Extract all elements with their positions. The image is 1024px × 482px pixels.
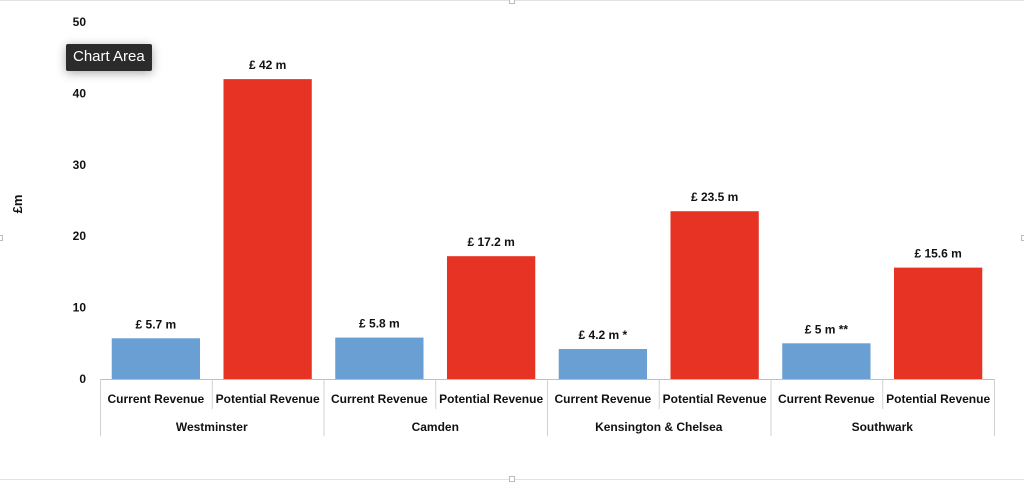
bar-potential[interactable]	[670, 211, 759, 379]
bar-data-label: £ 17.2 m	[467, 235, 514, 249]
x-category-label: Potential Revenue	[216, 392, 320, 406]
y-tick-label: 10	[73, 301, 87, 315]
bar-potential[interactable]	[446, 256, 536, 379]
bar-current[interactable]	[111, 338, 201, 379]
y-axis-title: £m	[10, 195, 25, 214]
x-category-label: Potential Revenue	[886, 392, 990, 406]
x-category-label: Current Revenue	[778, 392, 875, 406]
bar-potential[interactable]	[223, 79, 312, 380]
bar-potential[interactable]	[893, 267, 983, 379]
x-category-label: Current Revenue	[331, 392, 428, 406]
y-tick-label: 50	[73, 15, 87, 29]
chart-area-tooltip: Chart Area	[66, 44, 152, 71]
y-tick-label: 40	[73, 86, 87, 100]
y-tick-label: 20	[73, 229, 87, 243]
bar-current[interactable]	[558, 349, 648, 379]
x-group-label: Camden	[412, 420, 459, 434]
bars: £ 5.7 m £ 42 m £ 5.8 m £ 17.2 m £ 4.2 m * £ 2…	[111, 58, 983, 380]
x-axis: Current Revenue Potential Revenue Westmins…	[100, 379, 995, 436]
x-group-label: Westminster	[176, 420, 248, 434]
resize-handle-right[interactable]	[1021, 235, 1024, 241]
bar-data-label: £ 4.2 m *	[579, 328, 628, 342]
bar-data-label: £ 5 m **	[805, 322, 849, 336]
resize-handle-left[interactable]	[0, 235, 3, 241]
bar-data-label: £ 5.8 m	[359, 317, 400, 331]
bar-data-label: £ 15.6 m	[914, 247, 961, 261]
y-tick-label: 0	[79, 372, 86, 386]
x-category-label: Potential Revenue	[663, 392, 767, 406]
bar-data-label: £ 42 m	[249, 58, 286, 72]
x-category-label: Current Revenue	[555, 392, 652, 406]
x-category-label: Potential Revenue	[439, 392, 543, 406]
resize-handle-top[interactable]	[509, 0, 515, 4]
x-category-label: Current Revenue	[108, 392, 205, 406]
bar-current[interactable]	[782, 343, 871, 379]
bar-current[interactable]	[335, 337, 424, 379]
x-group-label: Kensington & Chelsea	[595, 420, 723, 434]
bar-data-label: £ 23.5 m	[691, 190, 738, 204]
x-group-label: Southwark	[852, 420, 914, 434]
bar-data-label: £ 5.7 m	[136, 317, 177, 331]
resize-handle-bottom[interactable]	[509, 476, 515, 482]
y-tick-label: 30	[73, 158, 87, 172]
y-axis-ticks: 0 10 20 30 40 50	[73, 15, 87, 386]
